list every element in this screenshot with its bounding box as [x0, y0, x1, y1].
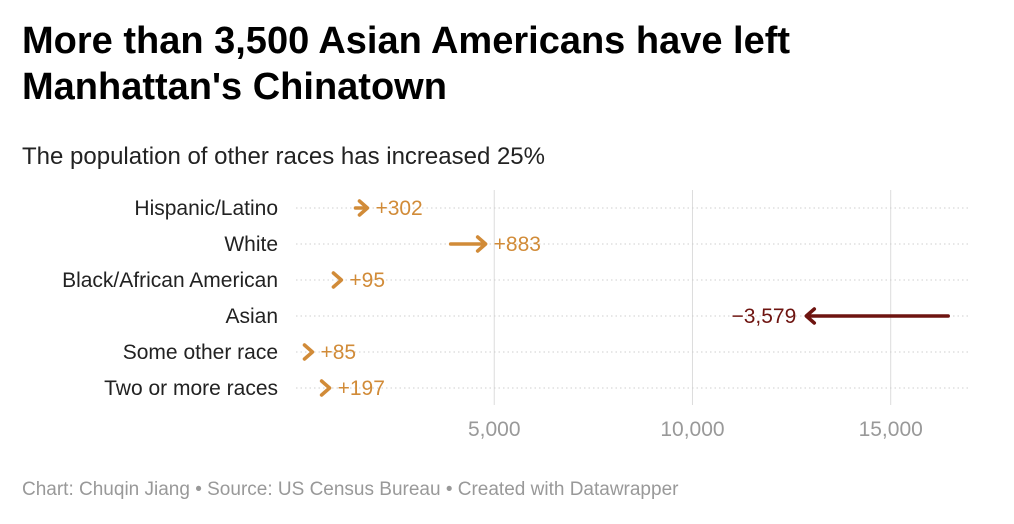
category-label: Some other race — [123, 341, 278, 364]
row-layer: Hispanic/Latino +302 White +883 Black/Africa… — [62, 197, 950, 400]
category-label: Two or more races — [104, 377, 278, 400]
x-tick-label: 15,000 — [859, 418, 923, 441]
change-arrow — [331, 271, 344, 289]
category-label: Asian — [225, 305, 278, 328]
category-label: Black/African American — [62, 269, 278, 292]
change-arrow — [448, 235, 488, 253]
grid-layer — [296, 190, 970, 405]
change-arrow — [804, 307, 950, 325]
chart-subtitle: The population of other races has increa… — [22, 143, 545, 170]
change-arrow — [302, 343, 315, 361]
chart-footer: Chart: Chuqin Jiang • Source: US Census … — [22, 479, 679, 500]
value-label: +85 — [320, 341, 356, 364]
category-label: White — [224, 233, 278, 256]
value-label: +197 — [338, 377, 385, 400]
value-label: +95 — [349, 269, 385, 292]
chart-title: More than 3,500 Asian Americans have lef… — [22, 20, 791, 108]
change-arrow — [319, 379, 332, 397]
value-label: +302 — [375, 197, 422, 220]
value-label: +883 — [494, 233, 541, 256]
x-tick-label: 10,000 — [660, 418, 724, 441]
category-label: Hispanic/Latino — [134, 197, 278, 220]
x-tick-label: 5,000 — [468, 418, 521, 441]
arrow-chart: Hispanic/Latino +302 White +883 Black/Africa… — [62, 190, 970, 441]
value-label: −3,579 — [731, 305, 796, 328]
tick-layer: 5,000 10,000 15,000 — [468, 418, 923, 441]
change-arrow — [353, 199, 370, 217]
